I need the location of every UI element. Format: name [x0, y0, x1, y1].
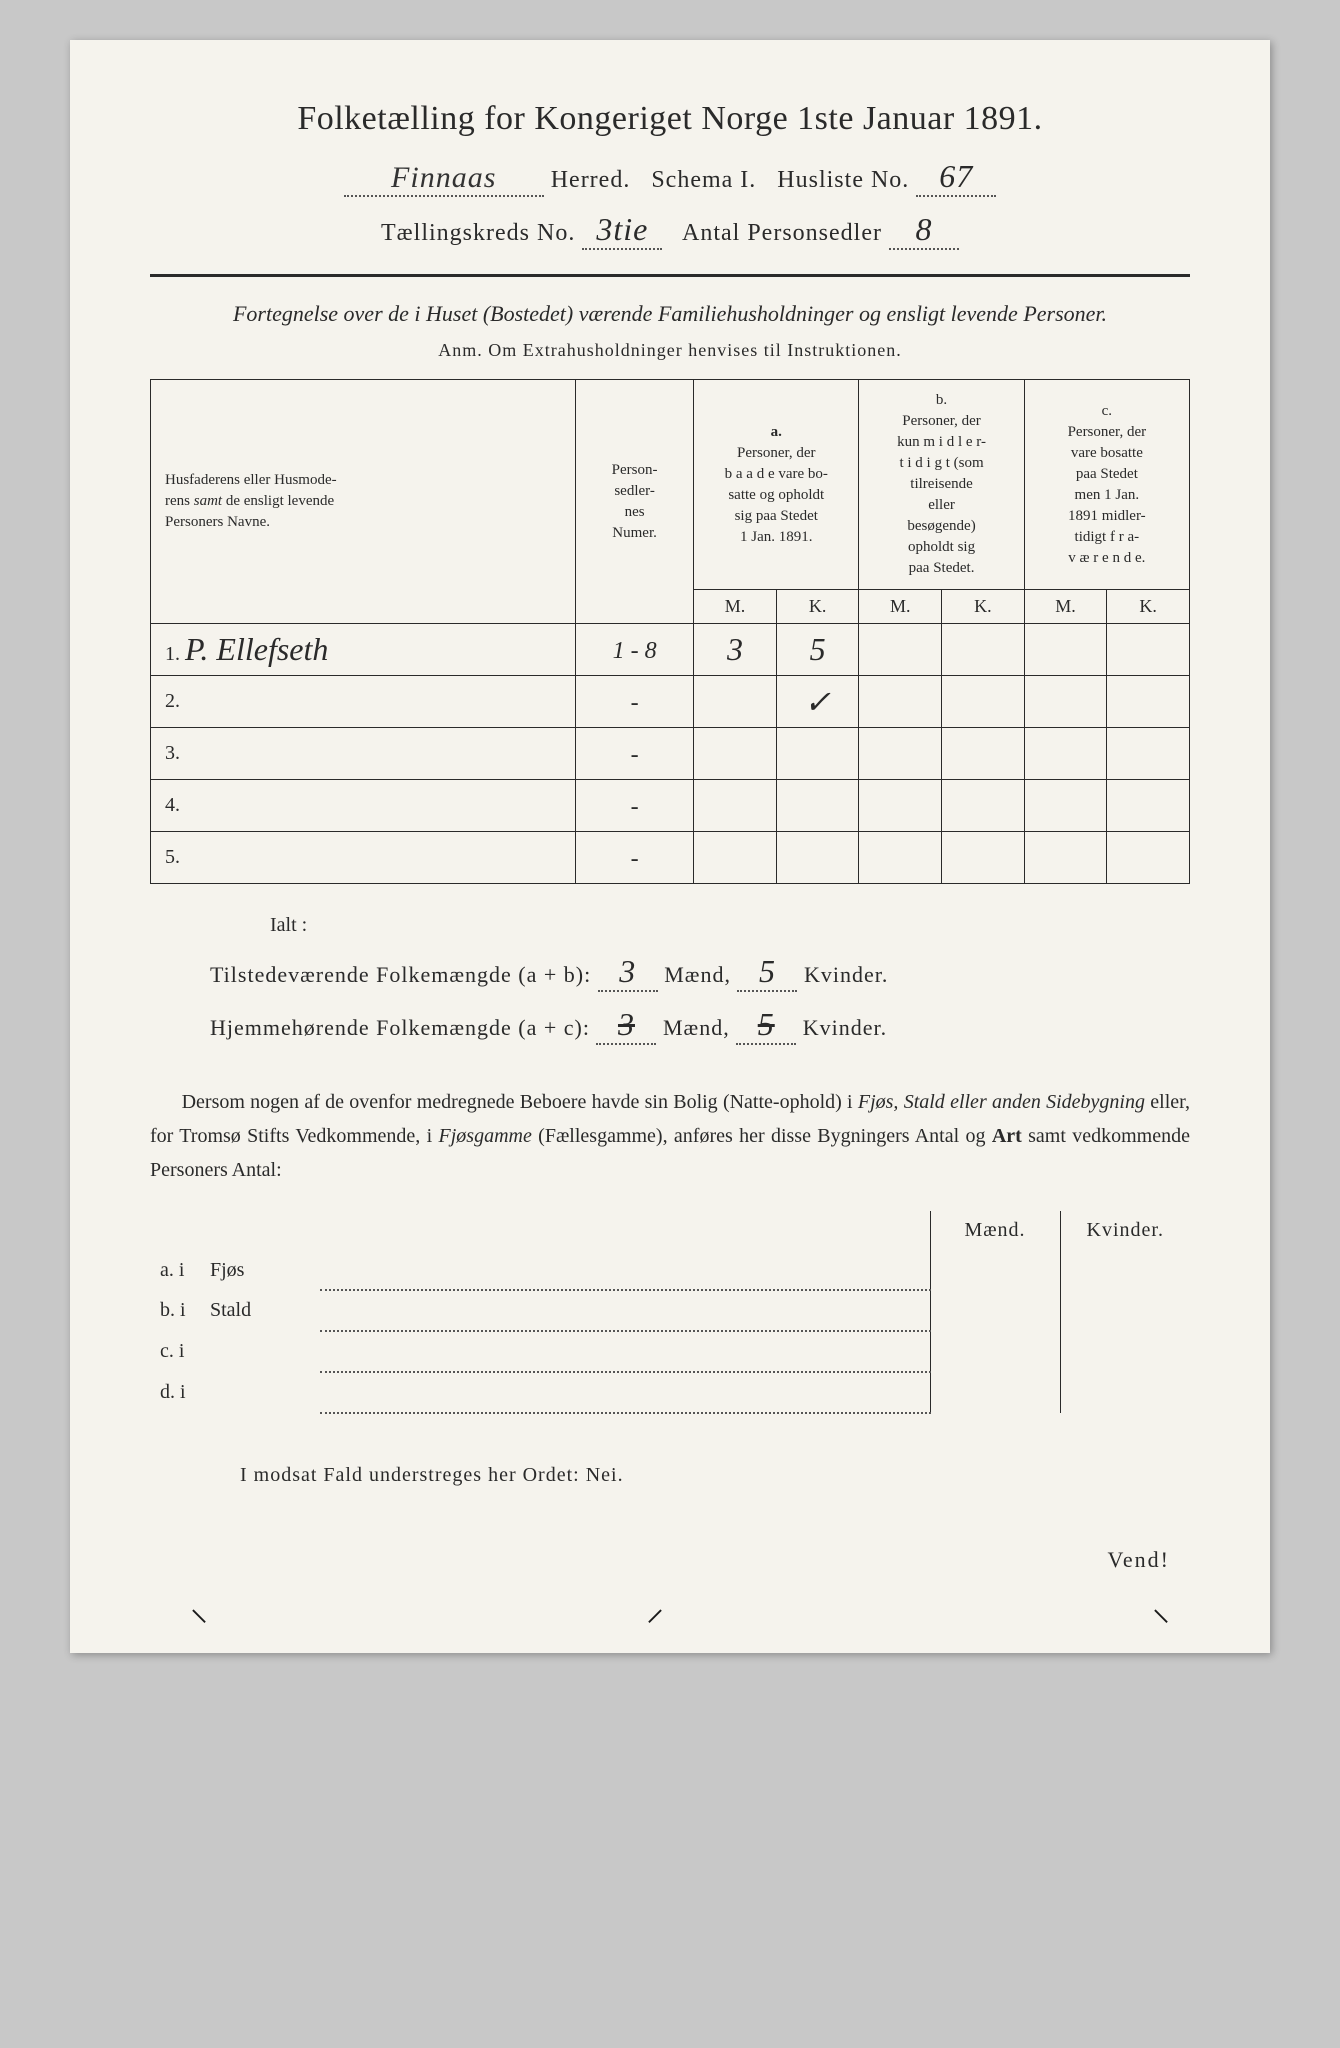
antal-no: 8	[915, 211, 932, 247]
husliste-no: 67	[939, 158, 973, 194]
table-row: 2. -✓	[151, 676, 1190, 728]
ialt-label: Ialt :	[150, 914, 1190, 937]
ink-blot-icon: ⸜	[1152, 1582, 1170, 1631]
antal-label: Antal Personsedler	[682, 220, 882, 246]
col-a-k: K.	[776, 590, 859, 624]
col-a: a.Personer, derb a a d e vare bo-satte o…	[694, 380, 859, 590]
husliste-label: Husliste No.	[777, 167, 909, 193]
hjemme-label: Hjemmehørende Folkemængde (a + c):	[210, 1015, 590, 1040]
totals-line-2: Hjemmehørende Folkemængde (a + c): 3 Mæn…	[150, 1006, 1190, 1045]
col-b-m: M.	[859, 590, 942, 624]
maend-label-2: Mænd,	[663, 1015, 730, 1040]
tilstede-k: 5	[759, 953, 776, 989]
vend-label: Vend!	[150, 1547, 1190, 1573]
col-numer: Person-sedler-nesNumer.	[576, 380, 694, 624]
col-a-m: M.	[694, 590, 777, 624]
schema-label: Schema I.	[651, 167, 756, 193]
divider-1	[150, 274, 1190, 277]
maend-label-1: Mænd,	[664, 962, 731, 987]
col-b-k: K.	[942, 590, 1025, 624]
table-row: d. i	[150, 1372, 1190, 1413]
header-line-3: Tællingskreds No. 3tie Antal Personsedle…	[150, 211, 1190, 250]
dwelling-table: Mænd. Kvinder. a. iFjøs b. iStald c. i d…	[150, 1211, 1190, 1414]
table-row: 5. -	[151, 832, 1190, 884]
table-row: 4. -	[151, 780, 1190, 832]
ink-blot-icon: ⸝	[646, 1582, 664, 1631]
tilstede-label: Tilstedeværende Folkemængde (a + b):	[210, 962, 591, 987]
table-row: b. iStald	[150, 1290, 1190, 1331]
table-row: c. i	[150, 1331, 1190, 1372]
census-form-page: Folketælling for Kongeriget Norge 1ste J…	[70, 40, 1270, 1653]
household-table: Husfaderens eller Husmode-rens samt de e…	[150, 379, 1190, 884]
header-line-2: Finnaas Herred. Schema I. Husliste No. 6…	[150, 158, 1190, 197]
ink-blot-icon: ⸜	[190, 1582, 208, 1631]
col-names: Husfaderens eller Husmode-rens samt de e…	[151, 380, 576, 624]
lower-head-k: Kvinder.	[1060, 1211, 1190, 1250]
lower-head-m: Mænd.	[930, 1211, 1060, 1250]
col-c-m: M.	[1024, 590, 1107, 624]
form-header: Folketælling for Kongeriget Norge 1ste J…	[150, 100, 1190, 250]
annotation-note: Anm. Om Extrahusholdninger henvises til …	[150, 340, 1190, 361]
kreds-no: 3tie	[596, 211, 648, 247]
tilstede-m: 3	[619, 953, 636, 989]
table-row: 3. -	[151, 728, 1190, 780]
col-c: c.Personer, dervare bosattepaa Stedetmen…	[1024, 380, 1189, 590]
footer-instruction: I modsat Fald understreges her Ordet: Ne…	[150, 1464, 1190, 1487]
form-title: Folketælling for Kongeriget Norge 1ste J…	[150, 100, 1190, 138]
col-c-k: K.	[1107, 590, 1190, 624]
herred-value: Finnaas	[391, 161, 496, 194]
kvinder-label-2: Kvinder.	[803, 1015, 887, 1040]
kvinder-label-1: Kvinder.	[804, 962, 888, 987]
kreds-label: Tællingskreds No.	[381, 220, 575, 246]
dwelling-paragraph: Dersom nogen af de ovenfor medregnede Be…	[150, 1085, 1190, 1187]
table-row: a. iFjøs	[150, 1250, 1190, 1290]
col-b: b.Personer, derkun m i d l e r-t i d i g…	[859, 380, 1024, 590]
subheading: Fortegnelse over de i Huset (Bostedet) v…	[150, 297, 1190, 330]
totals-line-1: Tilstedeværende Folkemængde (a + b): 3 M…	[150, 953, 1190, 992]
herred-label: Herred.	[551, 167, 631, 193]
hjemme-m: 3	[618, 1006, 635, 1042]
table-row: 1. P. Ellefseth1 - 835	[151, 624, 1190, 676]
hjemme-k: 5	[758, 1006, 775, 1042]
